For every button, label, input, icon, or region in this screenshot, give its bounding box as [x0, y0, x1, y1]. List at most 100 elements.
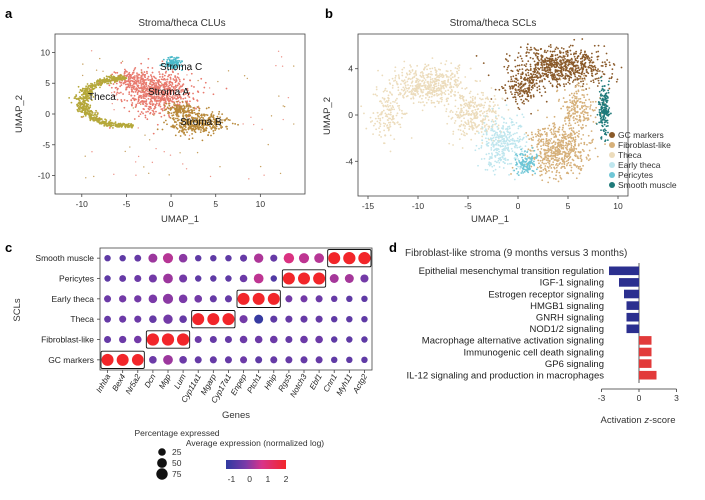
cell-point [592, 68, 595, 71]
cell-point [171, 89, 174, 91]
cell-point [526, 91, 529, 94]
cell-point [458, 83, 461, 85]
cell-point [94, 84, 97, 87]
cell-point [567, 124, 570, 127]
cell-point [459, 95, 462, 98]
cell-point [453, 75, 456, 78]
cell-point [186, 103, 189, 106]
cell-point [142, 73, 145, 76]
cell-point [576, 121, 579, 124]
cell-point [151, 83, 154, 86]
cell-point [572, 136, 575, 139]
cell-point [553, 127, 556, 130]
cell-point [608, 61, 611, 64]
cell-point [573, 55, 576, 58]
cell-point [524, 69, 527, 72]
cell-point [582, 74, 585, 77]
cell-point [472, 95, 474, 98]
cell-point [506, 97, 509, 100]
cell-point [529, 68, 532, 70]
cell-point [596, 155, 599, 158]
cell-point [423, 68, 426, 71]
cell-point [115, 82, 118, 85]
cell-point [173, 102, 176, 105]
cell-point [568, 118, 571, 120]
cell-point [551, 142, 553, 145]
cell-point [570, 142, 573, 145]
cell-point [176, 117, 179, 120]
cell-point [560, 167, 563, 169]
cell-point [202, 122, 205, 124]
cell-point [604, 61, 606, 63]
cell-point [553, 65, 556, 68]
cell-point [549, 165, 551, 167]
cell-point [585, 88, 588, 90]
cell-point [536, 145, 539, 148]
cell-point [473, 106, 476, 109]
cell-point [404, 86, 407, 89]
cell-point [159, 100, 162, 103]
cell-point [494, 104, 496, 106]
cell-point [566, 106, 569, 109]
cell-point [396, 102, 398, 105]
cluster-label-stroma-b: Stroma B [180, 117, 222, 128]
cell-point [514, 59, 516, 62]
cell-point [481, 123, 484, 126]
cell-point [77, 110, 80, 113]
cell-point [560, 69, 563, 72]
cell-point [179, 125, 182, 128]
cell-point [548, 169, 550, 172]
cell-point [533, 83, 536, 86]
cell-point [210, 127, 213, 129]
cell-point [530, 46, 532, 49]
cell-point [462, 106, 465, 109]
cell-point [95, 69, 98, 71]
cell-point [553, 140, 555, 143]
cluster-label-stroma-c: Stroma C [160, 62, 202, 73]
cell-point [544, 133, 547, 136]
cell-point [447, 93, 450, 96]
cell-point [408, 91, 411, 94]
cell-point [173, 121, 176, 123]
cell-point [167, 99, 170, 102]
cell-point [551, 171, 554, 173]
cell-point [110, 86, 113, 89]
cell-point [546, 116, 548, 119]
cell-point [448, 142, 451, 145]
cell-point [188, 113, 190, 116]
cell-point [582, 133, 585, 136]
cell-point [202, 126, 205, 129]
cell-point [189, 111, 191, 114]
cell-point [596, 72, 598, 75]
cell-point [114, 77, 117, 80]
cell-point [190, 121, 192, 124]
cell-point [540, 94, 543, 97]
cell-point [105, 79, 108, 82]
cell-point [139, 90, 141, 93]
cell-point [471, 109, 474, 112]
cell-point [543, 49, 546, 52]
cell-point [447, 78, 450, 81]
cell-point [522, 100, 525, 102]
cell-point [127, 124, 130, 127]
cell-point [543, 68, 546, 70]
cell-point [138, 115, 140, 118]
cell-point [569, 49, 572, 52]
cell-point [394, 76, 397, 79]
cell-point [462, 98, 465, 101]
cell-point [549, 146, 552, 149]
cell-point [412, 92, 415, 95]
cell-point [152, 113, 154, 116]
cell-point [293, 65, 295, 67]
panel-a-xtick-label: 5 [213, 199, 218, 209]
cell-point [119, 91, 122, 94]
cell-point [131, 102, 134, 104]
cell-point [81, 87, 84, 90]
panel-b-xtick-label: -10 [412, 201, 425, 211]
cell-point [549, 46, 552, 49]
cell-point [545, 59, 547, 62]
cell-point [573, 147, 576, 150]
cell-point [513, 80, 516, 83]
cell-point [156, 123, 159, 126]
cell-point [435, 73, 438, 76]
